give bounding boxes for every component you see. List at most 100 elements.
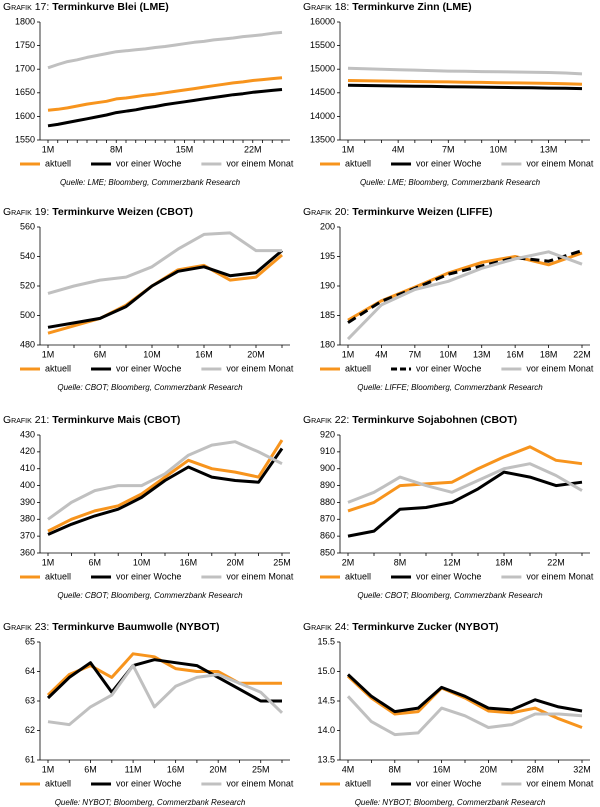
x-tick-label: 1M <box>42 144 55 154</box>
chart-title-text: Terminkurve Weizen (LIFFE) <box>352 206 492 218</box>
series-line <box>347 462 583 504</box>
y-tick-label: 920 <box>320 429 335 439</box>
series-line <box>46 658 282 703</box>
y-tick-label: 63 <box>25 695 35 705</box>
x-tick-label: 8M <box>394 557 407 567</box>
x-tick-label: 18M <box>540 349 558 359</box>
x-tick-label: 6M <box>84 764 97 774</box>
y-tick-label: 14.5 <box>317 695 335 705</box>
legend-label: vor einem Monat <box>226 571 294 581</box>
x-tick-label: 13M <box>473 349 491 359</box>
chart-label: Grafik 23: <box>3 621 49 633</box>
y-tick-label: 1550 <box>15 134 35 144</box>
x-tick-label: 16M <box>195 349 213 359</box>
legend-label: vor einem Monat <box>526 158 594 168</box>
chart-title-text: Terminkurve Baumwolle (NYBOT) <box>52 621 219 633</box>
series-line <box>47 664 284 727</box>
y-tick-label: 400 <box>20 480 35 490</box>
y-tick-label: 14000 <box>310 111 335 121</box>
legend-label: aktuell <box>345 778 371 788</box>
y-tick-label: 900 <box>320 463 335 473</box>
source-note: Quelle: LME; Bloomberg, Commerzbank Rese… <box>360 178 541 187</box>
x-tick-label: 22M <box>244 144 262 154</box>
x-tick-label: 8M <box>110 144 123 154</box>
series-line <box>47 76 283 112</box>
x-tick-label: 18M <box>495 557 513 567</box>
source-note: Quelle: NYBOT; Bloomberg, Commerzbank Re… <box>355 798 546 807</box>
series-line <box>47 440 283 521</box>
y-tick-label: 15.5 <box>317 636 335 646</box>
legend-label: aktuell <box>345 158 371 168</box>
chart-title: Grafik 18: Terminkurve Zinn (LME) <box>303 1 472 13</box>
y-tick-label: 870 <box>320 514 335 524</box>
x-tick-label: 16M <box>180 557 198 567</box>
y-tick-label: 180 <box>320 339 335 349</box>
x-tick-label: 16M <box>167 764 185 774</box>
x-tick-label: 6M <box>89 557 102 567</box>
x-tick-label: 1M <box>342 349 355 359</box>
x-tick-label: 4M <box>392 144 405 154</box>
series-line <box>347 79 583 86</box>
y-tick-label: 13.5 <box>317 754 335 764</box>
x-tick-label: 25M <box>273 557 291 567</box>
y-tick-label: 16000 <box>310 16 335 26</box>
y-tick-label: 910 <box>320 446 335 456</box>
x-tick-label: 20M <box>480 764 498 774</box>
chart-label: Grafik 24: <box>303 621 349 633</box>
y-tick-label: 380 <box>20 514 35 524</box>
legend-label: aktuell <box>345 363 371 373</box>
chart-label: Grafik 22: <box>303 414 349 426</box>
legend-label: aktuell <box>45 158 71 168</box>
chart-title-text: Terminkurve Weizen (CBOT) <box>52 206 193 218</box>
x-tick-label: 10M <box>440 349 458 359</box>
legend-label: vor einer Woche <box>416 158 481 168</box>
y-tick-label: 13500 <box>310 134 335 144</box>
chart-label: Grafik 20: <box>303 206 349 218</box>
legend-label: vor einer Woche <box>116 571 181 581</box>
series-line <box>347 445 583 513</box>
x-tick-label: 1M <box>42 349 55 359</box>
legend-label: vor einer Woche <box>416 778 481 788</box>
y-tick-label: 430 <box>20 429 35 439</box>
source-note: Quelle: CBOT; Bloomberg, Commerzbank Res… <box>57 383 243 392</box>
chart-title: Grafik 21: Terminkurve Mais (CBOT) <box>3 414 180 426</box>
chart-label: Grafik 19: <box>3 206 49 218</box>
x-tick-label: 10M <box>143 349 161 359</box>
y-tick-label: 520 <box>20 280 35 290</box>
x-tick-label: 15M <box>176 144 194 154</box>
y-tick-label: 195 <box>320 251 335 261</box>
chart-title-text: Terminkurve Zucker (NYBOT) <box>352 621 498 633</box>
x-tick-label: 1M <box>42 764 55 774</box>
x-tick-label: 8M <box>389 764 402 774</box>
legend-label: aktuell <box>345 571 371 581</box>
y-tick-label: 15000 <box>310 64 335 74</box>
series-line <box>347 249 583 324</box>
series-line <box>347 66 583 76</box>
x-tick-label: 16M <box>433 764 451 774</box>
legend-label: vor einer Woche <box>416 363 481 373</box>
legend-label: vor einer Woche <box>116 778 181 788</box>
series-line <box>347 83 583 91</box>
x-tick-label: 22M <box>547 557 565 567</box>
y-tick-label: 560 <box>20 221 35 231</box>
series-line <box>47 30 283 70</box>
legend-label: vor einem Monat <box>226 363 294 373</box>
y-tick-label: 850 <box>320 547 335 557</box>
y-tick-label: 14500 <box>310 87 335 97</box>
y-tick-label: 540 <box>20 251 35 261</box>
x-tick-label: 16M <box>506 349 524 359</box>
chart-title-text: Terminkurve Sojabohnen (CBOT) <box>352 414 517 426</box>
y-tick-label: 62 <box>25 725 35 735</box>
y-tick-label: 500 <box>20 310 35 320</box>
x-tick-label: 7M <box>442 144 455 154</box>
x-tick-label: 22M <box>573 349 591 359</box>
x-tick-label: 6M <box>94 349 107 359</box>
series-line <box>346 250 583 341</box>
source-note: Quelle: LME; Bloomberg, Commerzbank Rese… <box>60 178 241 187</box>
chart-title: Grafik 22: Terminkurve Sojabohnen (CBOT) <box>303 414 517 426</box>
y-tick-label: 61 <box>25 754 35 764</box>
y-tick-label: 360 <box>20 547 35 557</box>
chart-title: Grafik 23: Terminkurve Baumwolle (NYBOT) <box>3 621 219 633</box>
x-tick-label: 4M <box>375 349 388 359</box>
legend-label: vor einer Woche <box>116 158 181 168</box>
